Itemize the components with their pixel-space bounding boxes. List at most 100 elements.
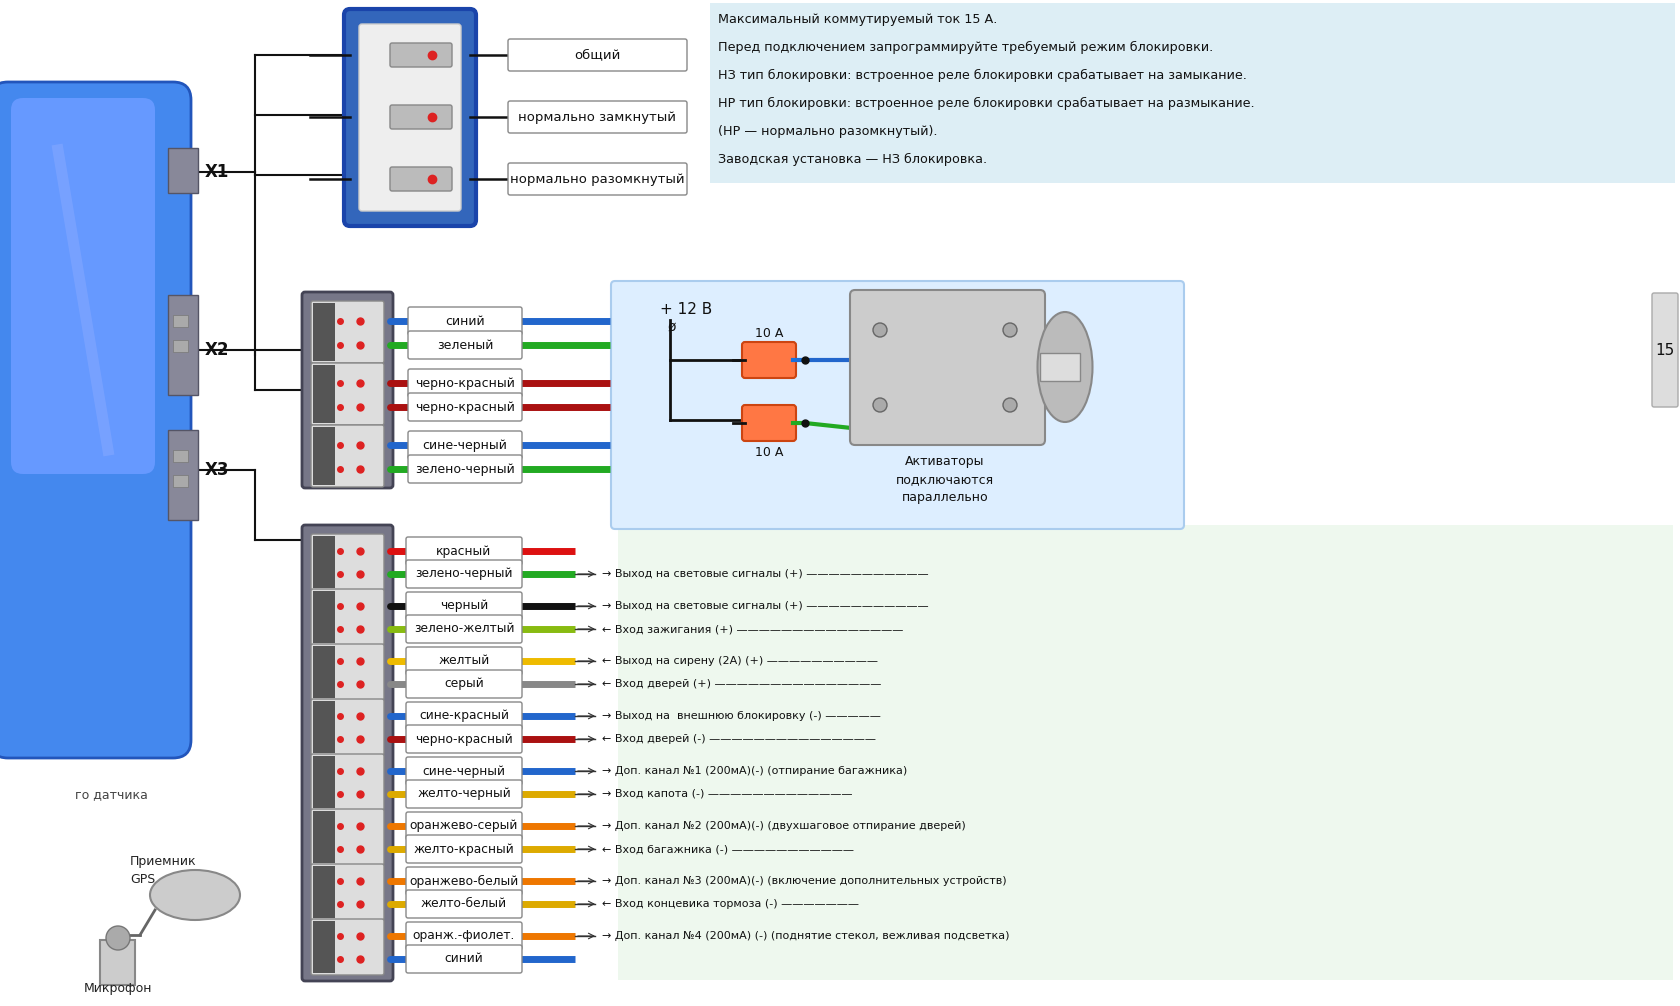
FancyBboxPatch shape [0,82,192,758]
Text: го датчика: го датчика [76,789,148,802]
Text: Микрофон: Микрофон [84,982,153,995]
Text: сине-черный: сине-черный [422,439,507,452]
FancyBboxPatch shape [610,281,1183,529]
Text: Перед подключением запрограммируйте требуемый режим блокировки.: Перед подключением запрограммируйте треб… [717,41,1213,54]
Ellipse shape [150,870,240,920]
FancyBboxPatch shape [741,405,796,441]
FancyBboxPatch shape [311,301,383,363]
Text: X2: X2 [205,341,230,359]
FancyBboxPatch shape [850,290,1045,445]
Bar [173,450,188,462]
FancyBboxPatch shape [407,725,522,753]
Text: желтый: желтый [438,655,489,668]
Text: ← Вход дверей (+) ———————————————: ← Вход дверей (+) ——————————————— [601,679,880,689]
Text: → Выход на световые сигналы (+) ———————————: → Выход на световые сигналы (+) ————————… [601,601,927,611]
Text: черно-красный: черно-красный [415,400,514,413]
FancyBboxPatch shape [407,945,522,973]
Text: синий: синий [445,315,484,328]
FancyBboxPatch shape [390,167,452,191]
Bar [312,303,334,361]
Text: (НР — нормально разомкнутый).: (НР — нормально разомкнутый). [717,125,937,138]
FancyBboxPatch shape [302,292,393,488]
FancyBboxPatch shape [311,864,383,920]
FancyBboxPatch shape [390,43,452,67]
FancyBboxPatch shape [407,647,522,675]
Bar [312,866,334,918]
Bar [168,430,198,520]
Text: 10 А: 10 А [754,327,783,340]
Text: НР тип блокировки: встроенное реле блокировки срабатывает на размыкание.: НР тип блокировки: встроенное реле блоки… [717,97,1253,110]
FancyBboxPatch shape [407,670,522,698]
Text: нормально разомкнутый: нормально разомкнутый [511,172,684,185]
FancyBboxPatch shape [408,455,522,483]
Text: ← Вход багажника (-) ———————————: ← Вход багажника (-) ——————————— [601,844,853,854]
Bar [312,591,334,643]
Text: ← Выход на сирену (2А) (+) ——————————: ← Выход на сирену (2А) (+) —————————— [601,656,877,666]
Bar [312,427,334,485]
Circle shape [872,398,887,412]
Bar [312,365,334,423]
Text: → Вход капота (-) —————————————: → Вход капота (-) ————————————— [601,789,852,799]
Text: → Доп. канал №3 (200мА)(-) (включение дополнительных устройств): → Доп. канал №3 (200мА)(-) (включение до… [601,876,1006,886]
Bar [1040,353,1079,381]
Text: оранжево-серый: оранжево-серый [410,820,517,833]
Text: черно-красный: черно-красный [415,732,512,745]
FancyBboxPatch shape [407,702,522,730]
FancyBboxPatch shape [408,393,522,421]
Text: Активаторы
подключаются
параллельно: Активаторы подключаются параллельно [895,455,993,504]
Text: сине-черный: сине-черный [422,765,506,778]
Text: Заводская установка — НЗ блокировка.: Заводская установка — НЗ блокировка. [717,153,986,166]
Ellipse shape [1037,312,1092,422]
Bar [312,811,334,863]
FancyBboxPatch shape [507,163,687,195]
Bar [173,475,188,487]
FancyBboxPatch shape [407,537,522,565]
FancyBboxPatch shape [311,589,383,645]
Text: Максимальный коммутируемый ток 15 А.: Максимальный коммутируемый ток 15 А. [717,13,996,26]
FancyBboxPatch shape [311,534,383,590]
Circle shape [1003,323,1016,337]
Text: сине-красный: сине-красный [418,709,509,722]
Text: X1: X1 [205,163,228,181]
Bar [173,315,188,327]
Bar [312,646,334,698]
FancyBboxPatch shape [390,105,452,129]
FancyBboxPatch shape [407,757,522,785]
FancyBboxPatch shape [407,592,522,620]
FancyBboxPatch shape [407,615,522,643]
Text: ← Вход концевика тормоза (-) ———————: ← Вход концевика тормоза (-) ——————— [601,899,858,909]
FancyBboxPatch shape [311,919,383,975]
Bar [99,940,134,985]
Text: 15: 15 [1655,342,1673,357]
Text: синий: синий [445,953,484,966]
Bar [168,295,198,395]
Text: желто-красный: желто-красный [413,842,514,855]
Circle shape [106,926,129,950]
Text: 10 А: 10 А [754,446,783,459]
Text: зелено-желтый: зелено-желтый [413,623,514,636]
Text: → Доп. канал №4 (200мА) (-) (поднятие стекол, вежливая подсветка): → Доп. канал №4 (200мА) (-) (поднятие ст… [601,931,1010,941]
Text: желто-белый: желто-белый [420,897,507,910]
Text: зеленый: зеленый [437,338,492,351]
FancyBboxPatch shape [311,809,383,865]
Text: черный: черный [440,600,487,613]
Bar [312,921,334,973]
FancyBboxPatch shape [741,342,796,378]
FancyBboxPatch shape [408,431,522,459]
FancyBboxPatch shape [311,754,383,810]
FancyBboxPatch shape [407,560,522,588]
Circle shape [872,323,887,337]
Text: черно-красный: черно-красный [415,376,514,389]
FancyBboxPatch shape [408,307,522,335]
Text: → Доп. канал №2 (200мА)(-) (двухшаговое отпирание дверей): → Доп. канал №2 (200мА)(-) (двухшаговое … [601,821,966,831]
Text: серый: серый [444,677,484,690]
Text: оранж.-фиолет.: оранж.-фиолет. [413,930,514,943]
FancyBboxPatch shape [408,369,522,397]
Text: → Доп. канал №1 (200мА)(-) (отпирание багажника): → Доп. канал №1 (200мА)(-) (отпирание ба… [601,766,907,776]
Text: ← Вход дверей (-) ———————————————: ← Вход дверей (-) ——————————————— [601,734,875,744]
Bar [618,525,1672,980]
Text: общий: общий [575,48,620,61]
FancyBboxPatch shape [311,644,383,700]
Text: → Выход на световые сигналы (+) ———————————: → Выход на световые сигналы (+) ————————… [601,569,927,579]
Bar [312,756,334,808]
